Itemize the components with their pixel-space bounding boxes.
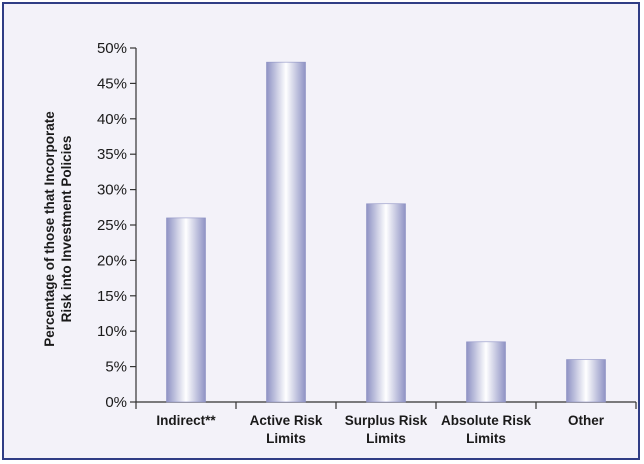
x-tick-label: Other xyxy=(568,413,605,428)
y-tick-label: 35% xyxy=(97,146,127,163)
y-axis: 0% 5% 10% 15% 20% 25% 30% 35% 40% 45% 50% xyxy=(97,40,137,411)
y-tick-label: 30% xyxy=(97,182,127,199)
y-tick-label: 10% xyxy=(97,323,127,340)
y-tick-label: 20% xyxy=(97,252,127,269)
bar xyxy=(466,341,506,403)
bar xyxy=(166,217,206,403)
y-axis-title-line: Risk into Investment Policies xyxy=(59,136,74,323)
x-tick-label-line: Surplus Risk xyxy=(345,413,428,428)
bar xyxy=(366,203,406,403)
x-axis: Indirect** Active Risk Limits Surplus Risk L… xyxy=(135,401,637,446)
y-tick-label: 25% xyxy=(97,217,127,234)
x-tick-label-line: Indirect** xyxy=(156,413,216,428)
x-tick-label: Active Risk Limits xyxy=(250,413,323,446)
bar-chart: Percentage of those that Incorporate Risk… xyxy=(42,40,637,446)
y-tick-label: 5% xyxy=(105,359,127,376)
y-axis-title-line: Percentage of those that Incorporate xyxy=(42,111,57,347)
x-tick-label: Surplus Risk Limits xyxy=(345,413,428,446)
y-axis-title-text: Percentage of those that Incorporate Risk… xyxy=(42,111,74,347)
bars xyxy=(166,61,606,403)
bar xyxy=(266,61,306,403)
y-tick-label: 50% xyxy=(97,40,127,57)
x-tick-label-line: Active Risk xyxy=(250,413,323,428)
x-tick-label-line: Limits xyxy=(466,431,506,446)
x-tick-label: Absolute Risk Limits xyxy=(441,413,532,446)
y-tick-label: 0% xyxy=(105,394,127,411)
bar xyxy=(566,359,606,403)
x-tick-label: Indirect** xyxy=(156,413,216,428)
x-tick-label-line: Limits xyxy=(266,431,306,446)
y-tick-label: 40% xyxy=(97,111,127,128)
y-axis-title: Percentage of those that Incorporate Risk… xyxy=(42,111,74,347)
x-tick-label-line: Limits xyxy=(366,431,406,446)
x-tick-label-line: Absolute Risk xyxy=(441,413,532,428)
chart-frame: Percentage of those that Incorporate Risk… xyxy=(2,2,640,460)
y-tick-label: 15% xyxy=(97,288,127,305)
x-tick-label-line: Other xyxy=(568,413,605,428)
y-tick-label: 45% xyxy=(97,75,127,92)
